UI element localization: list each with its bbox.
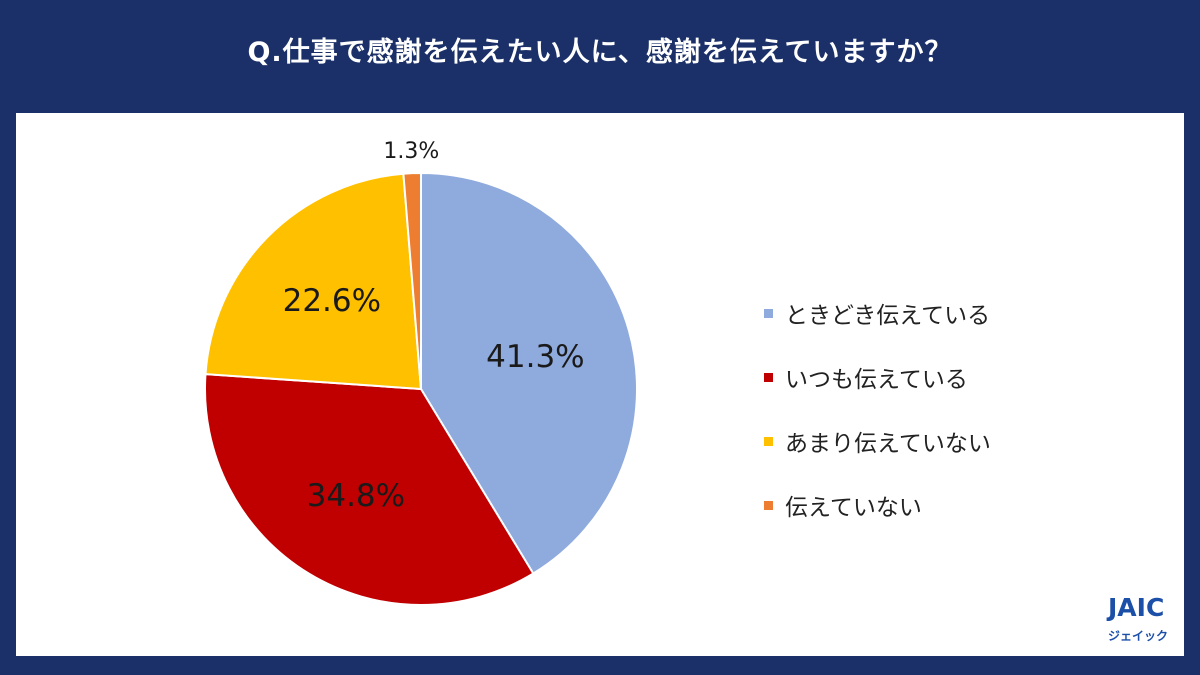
pie-slice-1	[204, 373, 535, 606]
slice-label-3: 1.3%	[383, 139, 439, 164]
pie-slice-0	[420, 171, 638, 575]
legend-item-0: ときどき伝えている	[764, 281, 991, 345]
chart-legend: ときどき伝えている いつも伝えている あまり伝えていない 伝えていない	[764, 281, 991, 537]
legend-label-1: いつも伝えている	[785, 367, 968, 393]
slice-label-2: 22.6%	[283, 283, 381, 319]
page-title: Q.仕事で感謝を伝えたい人に、感謝を伝えていますか？	[247, 37, 953, 68]
legend-label-2: あまり伝えていない	[785, 431, 991, 457]
legend-item-2: あまり伝えていない	[764, 409, 991, 473]
pie-slice-2	[204, 172, 423, 391]
chart-panel: 41.3% 34.8% 22.6% 1.3% ときどき伝えている いつも伝えている あ…	[16, 113, 1184, 656]
slice-label-0: 41.3%	[486, 339, 584, 375]
pie-slice-3	[402, 171, 422, 390]
logo-subtitle: ジェイック	[1108, 629, 1169, 643]
legend-swatch-0	[764, 308, 773, 318]
legend-swatch-1	[764, 372, 773, 382]
logo-mark: JAIC	[1108, 593, 1165, 622]
legend-item-1: いつも伝えている	[764, 345, 991, 409]
legend-swatch-3	[764, 500, 773, 510]
pie-chart: 41.3% 34.8% 22.6% 1.3%	[204, 139, 638, 606]
legend-swatch-2	[764, 436, 773, 446]
legend-item-3: 伝えていない	[764, 473, 991, 537]
jaic-logo: JAIC ジェイック	[1104, 591, 1184, 651]
legend-label-3: 伝えていない	[785, 495, 922, 521]
legend-label-0: ときどき伝えている	[785, 303, 991, 329]
slice-label-1: 34.8%	[307, 478, 405, 514]
